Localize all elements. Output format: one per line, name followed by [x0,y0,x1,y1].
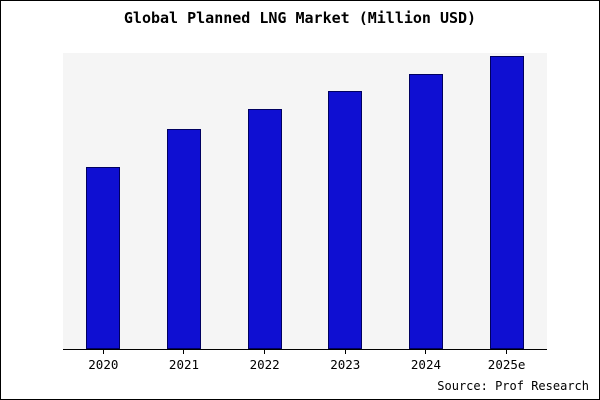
x-axis-label: 2023 [330,357,361,372]
x-axis-label: 2022 [249,357,280,372]
x-axis-label-slot: 2024 [409,350,443,372]
x-axis-label: 2020 [88,357,119,372]
x-axis-label-slot: 2020 [86,350,120,372]
x-axis-tick [344,350,346,354]
bar-2021 [166,129,201,349]
x-axis-tick [425,350,427,354]
x-axis-label-slot: 2025e [487,350,526,372]
x-axis-label: 2025e [487,357,526,372]
x-axis-tick [264,350,266,354]
x-axis-tick [506,350,508,354]
x-axis-tick [183,350,185,354]
x-axis-tick [102,350,104,354]
plot-area [63,53,547,350]
bar-2024 [408,74,443,349]
x-axis-labels: 2020 2021 2022 2023 2024 2025e [63,350,547,372]
bar-2020 [86,167,121,349]
source-text: Source: Prof Research [437,379,589,393]
bar-2025e [489,56,524,349]
x-axis-label-slot: 2022 [248,350,282,372]
bar-2022 [247,109,282,349]
x-axis-label-slot: 2021 [167,350,201,372]
x-axis-label: 2021 [168,357,200,372]
chart-title: Global Planned LNG Market (Million USD) [123,9,477,27]
x-axis-label: 2024 [410,357,441,372]
x-axis-label-slot: 2023 [328,350,362,372]
bar-2023 [328,91,363,349]
